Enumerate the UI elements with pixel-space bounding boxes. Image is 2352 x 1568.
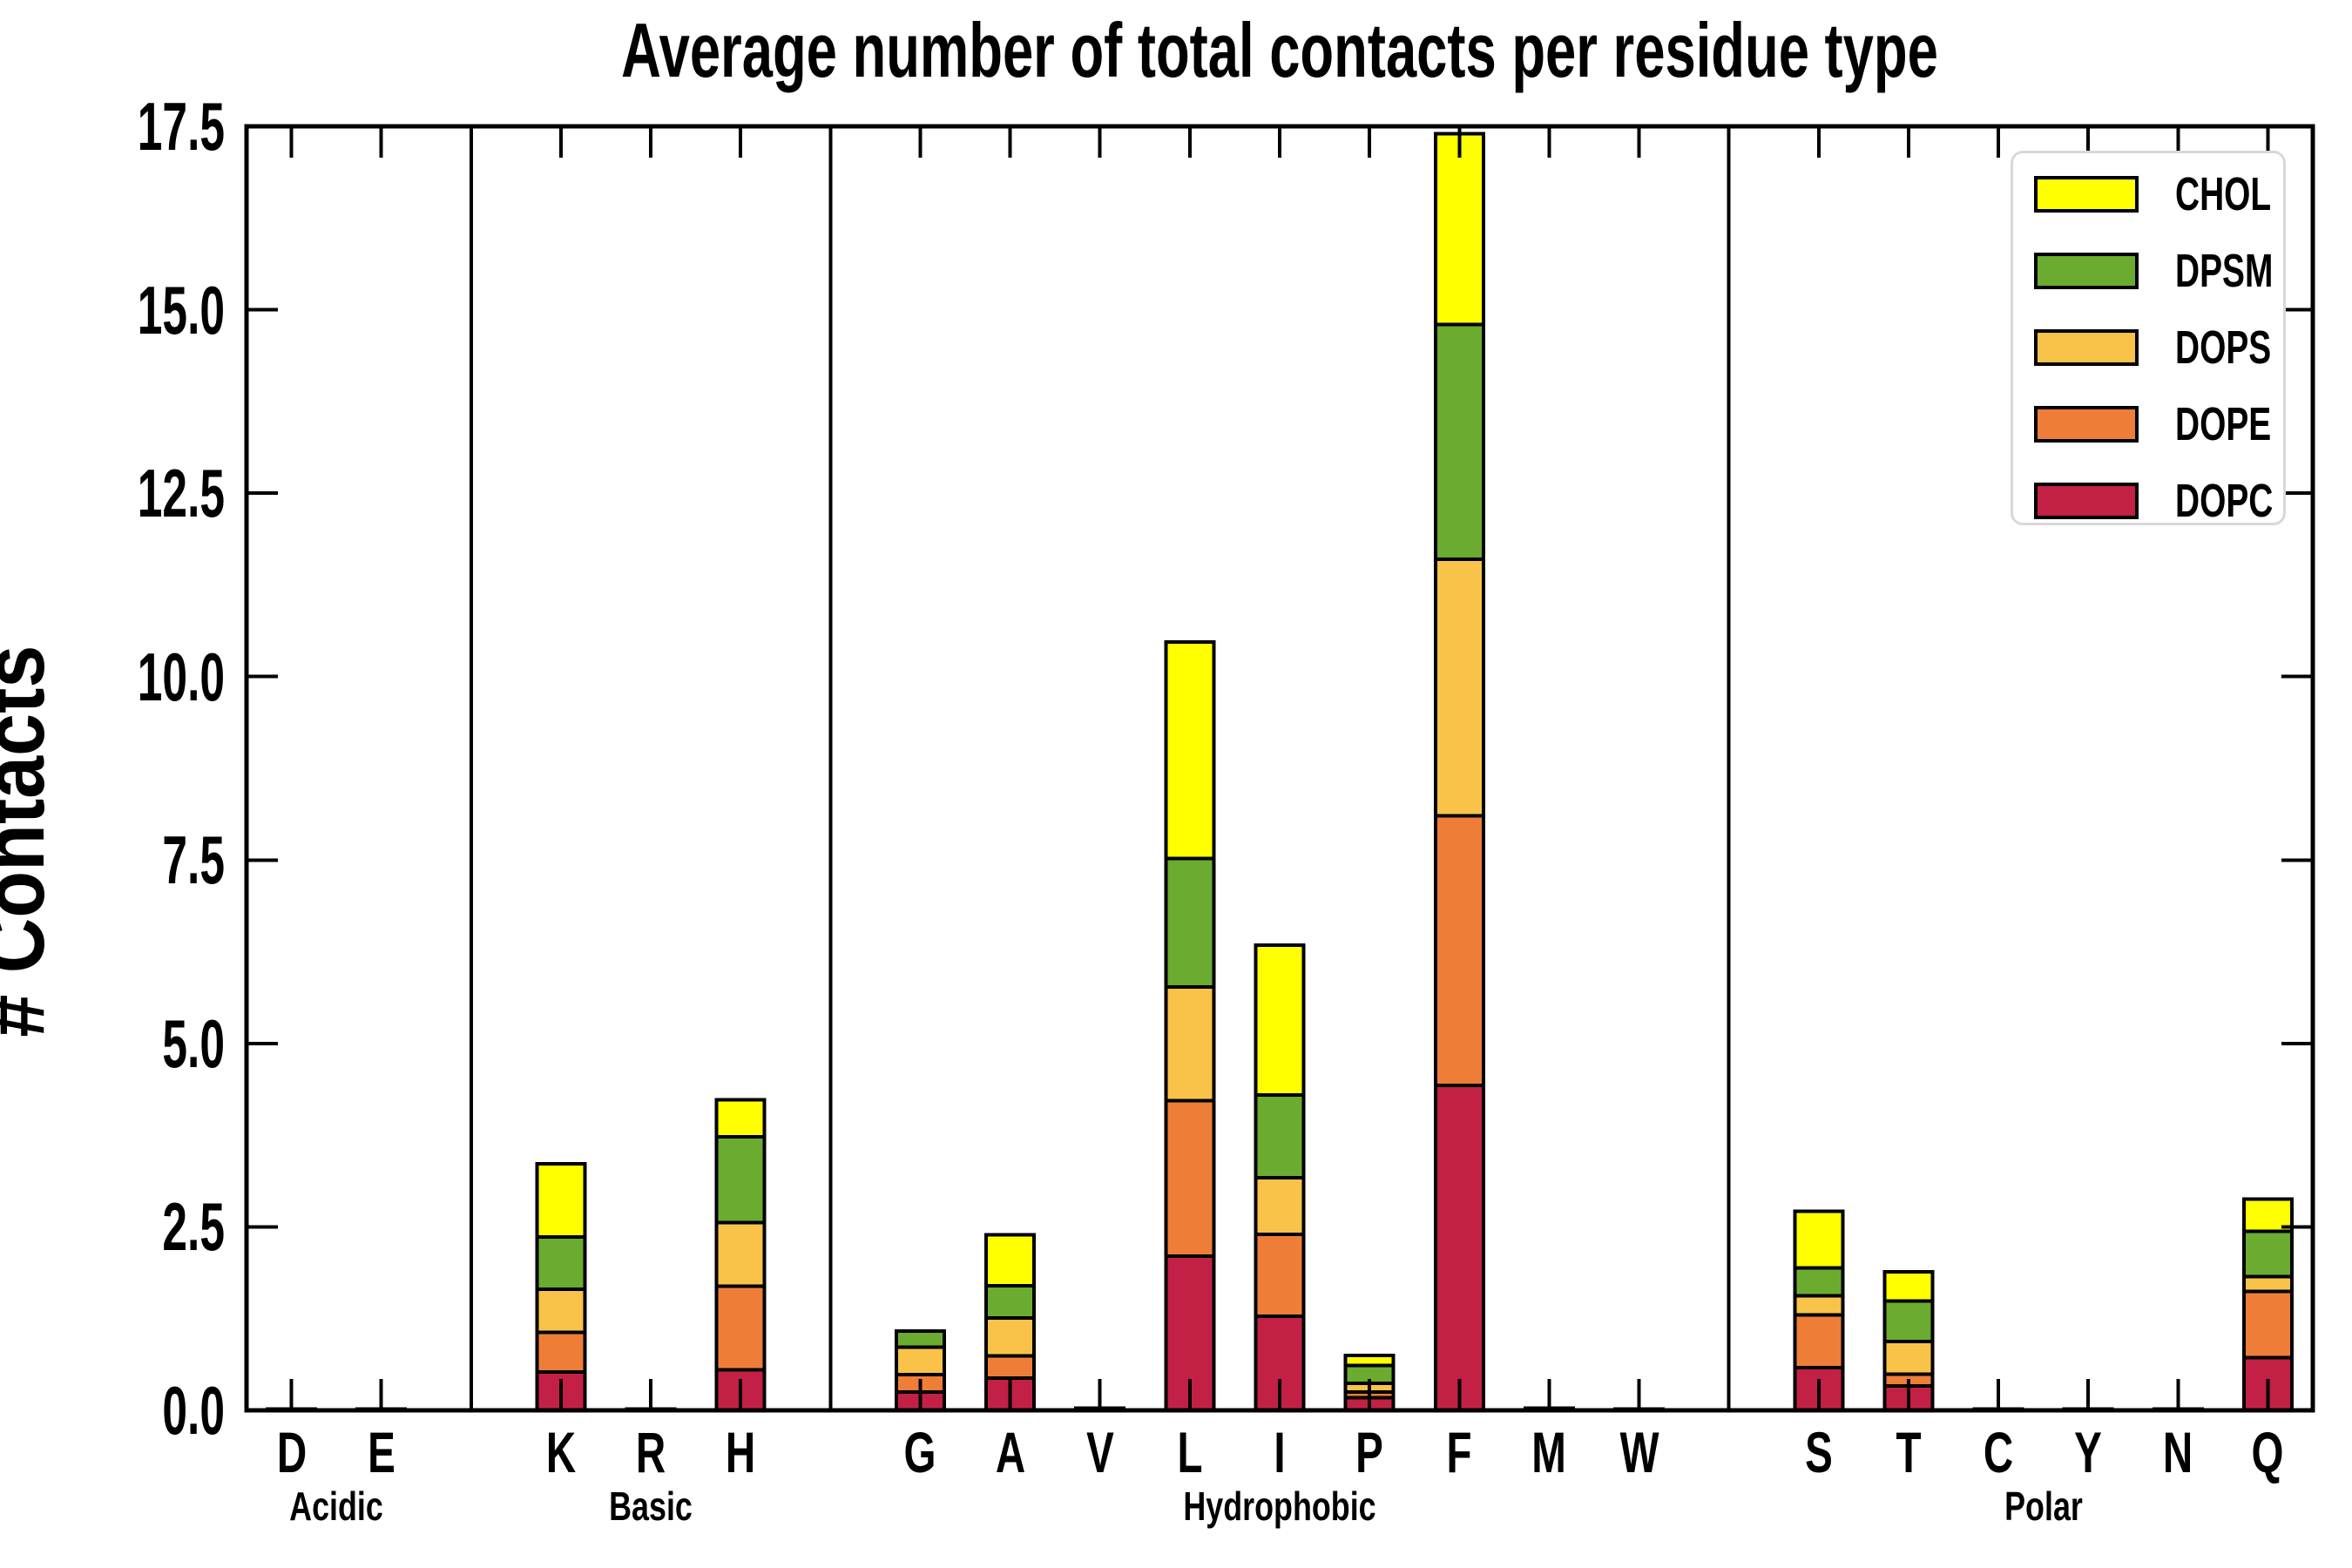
- bar-segment-S-DOPS: [1793, 1294, 1845, 1317]
- y-tick-label-2.5: 2.5: [162, 1188, 225, 1266]
- y-tick-label-12.5: 12.5: [137, 455, 225, 532]
- x-tick-label-V: V: [1085, 1420, 1114, 1484]
- group-label-Acidic: Acidic: [289, 1484, 383, 1529]
- x-tick-label-R: R: [635, 1420, 666, 1484]
- bar-segment-Q-DOPE: [2241, 1289, 2294, 1360]
- x-tick-label-I: I: [1274, 1420, 1286, 1484]
- x-tick-label-H: H: [726, 1420, 756, 1484]
- bar-segment-I-CHOL: [1254, 943, 1306, 1097]
- bar-segment-S-CHOL: [1793, 1209, 1845, 1270]
- chart-title: Average number of total contacts per res…: [621, 7, 1938, 93]
- bar-segment-K-DOPE: [535, 1330, 587, 1375]
- bar-segment-Q-DOPS: [2241, 1274, 2294, 1294]
- bar-segment-L-DOPS: [1164, 985, 1216, 1103]
- x-tick-label-Y: Y: [2074, 1420, 2103, 1484]
- y-tick-label-17.5: 17.5: [137, 88, 225, 165]
- legend-swatch-DPSM: [2034, 253, 2139, 289]
- bar-segment-I-DOPS: [1254, 1176, 1306, 1236]
- x-tick-label-Q: Q: [2251, 1420, 2284, 1484]
- legend-swatch-CHOL: [2034, 176, 2139, 213]
- bar-segment-T-DOPS: [1882, 1339, 1935, 1376]
- x-tick-label-K: K: [545, 1420, 577, 1484]
- x-tick-label-P: P: [1355, 1420, 1383, 1484]
- bar-segment-F-CHOL: [1433, 132, 1485, 327]
- bar-segment-F-DOPE: [1433, 814, 1485, 1087]
- x-tick-label-T: T: [1896, 1420, 1922, 1484]
- legend-item-DPSM: DPSM: [2034, 247, 2273, 294]
- group-label-Polar: Polar: [2004, 1484, 2083, 1529]
- legend-swatch-DOPC: [2034, 483, 2139, 519]
- bar-segment-A-CHOL: [984, 1233, 1037, 1288]
- x-tick-label-S: S: [1804, 1420, 1833, 1484]
- bar-segment-H-DPSM: [714, 1134, 767, 1225]
- bar-segment-G-DPSM: [895, 1329, 946, 1349]
- bar-segment-S-DPSM: [1793, 1266, 1845, 1298]
- legend-label: DOPC: [2175, 475, 2274, 527]
- bar-segment-P-CHOL: [1343, 1353, 1396, 1368]
- bar-segment-F-DOPC: [1433, 1083, 1485, 1413]
- bar-segment-S-DOPE: [1793, 1313, 1845, 1370]
- legend-swatch-DOPE: [2034, 406, 2139, 443]
- bar-segment-F-DOPS: [1433, 557, 1485, 818]
- bar-segment-L-DPSM: [1164, 856, 1216, 989]
- group-label-Hydrophobic: Hydrophobic: [1183, 1484, 1376, 1529]
- legend-label: DPSM: [2175, 245, 2274, 297]
- bar-segment-G-DOPS: [895, 1345, 946, 1376]
- legend-label: CHOL: [2175, 168, 2272, 220]
- legend-item-DOPC: DOPC: [2034, 477, 2273, 524]
- y-tick-label-15.0: 15.0: [137, 271, 225, 348]
- bar-segment-A-DPSM: [984, 1283, 1037, 1320]
- x-tick-label-F: F: [1446, 1420, 1472, 1484]
- legend-label: DOPS: [2175, 321, 2272, 374]
- x-tick-label-A: A: [995, 1420, 1025, 1484]
- y-tick-label-5.0: 5.0: [162, 1004, 225, 1082]
- legend-swatch-DOPS: [2034, 329, 2139, 366]
- bar-segment-H-DOPE: [714, 1284, 767, 1372]
- bar-segment-H-DOPS: [714, 1220, 767, 1288]
- legend: CHOL DPSM DOPS DOPE DOPC: [2011, 151, 2286, 525]
- bar-segment-K-DPSM: [535, 1235, 587, 1291]
- bar-segment-I-DOPE: [1254, 1232, 1306, 1319]
- bar-segment-A-DOPS: [984, 1315, 1037, 1358]
- x-tick-label-W: W: [1619, 1420, 1659, 1484]
- x-tick-label-G: G: [903, 1420, 936, 1484]
- bar-segment-I-DPSM: [1254, 1092, 1306, 1180]
- legend-item-CHOL: CHOL: [2034, 171, 2271, 218]
- bar-segment-L-DOPE: [1164, 1098, 1216, 1259]
- x-tick-label-D: D: [276, 1420, 307, 1484]
- x-tick-label-L: L: [1177, 1420, 1203, 1484]
- bar-segment-F-DPSM: [1433, 322, 1485, 561]
- y-tick-label-7.5: 7.5: [162, 821, 225, 899]
- y-tick-label-0.0: 0.0: [162, 1372, 225, 1449]
- bar-segment-T-CHOL: [1882, 1269, 1935, 1303]
- bar-segment-A-DOPE: [984, 1354, 1037, 1380]
- y-axis-label: # Contacts: [0, 645, 63, 1037]
- group-label-Basic: Basic: [609, 1484, 693, 1529]
- bar-segment-L-CHOL: [1164, 640, 1216, 861]
- legend-label: DOPE: [2175, 398, 2272, 450]
- bar-segment-H-CHOL: [714, 1098, 767, 1139]
- bar-segment-Q-DPSM: [2241, 1229, 2294, 1279]
- bar-segment-K-DOPS: [535, 1288, 587, 1335]
- x-tick-label-N: N: [2163, 1420, 2193, 1484]
- x-tick-label-M: M: [1531, 1420, 1567, 1484]
- legend-item-DOPE: DOPE: [2034, 401, 2271, 448]
- x-tick-label-E: E: [367, 1420, 395, 1484]
- bar-segment-T-DPSM: [1882, 1299, 1935, 1343]
- x-tick-label-C: C: [1983, 1420, 2014, 1484]
- y-tick-label-10.0: 10.0: [137, 638, 225, 715]
- legend-item-DOPS: DOPS: [2034, 324, 2271, 371]
- bar-segment-K-CHOL: [535, 1162, 587, 1240]
